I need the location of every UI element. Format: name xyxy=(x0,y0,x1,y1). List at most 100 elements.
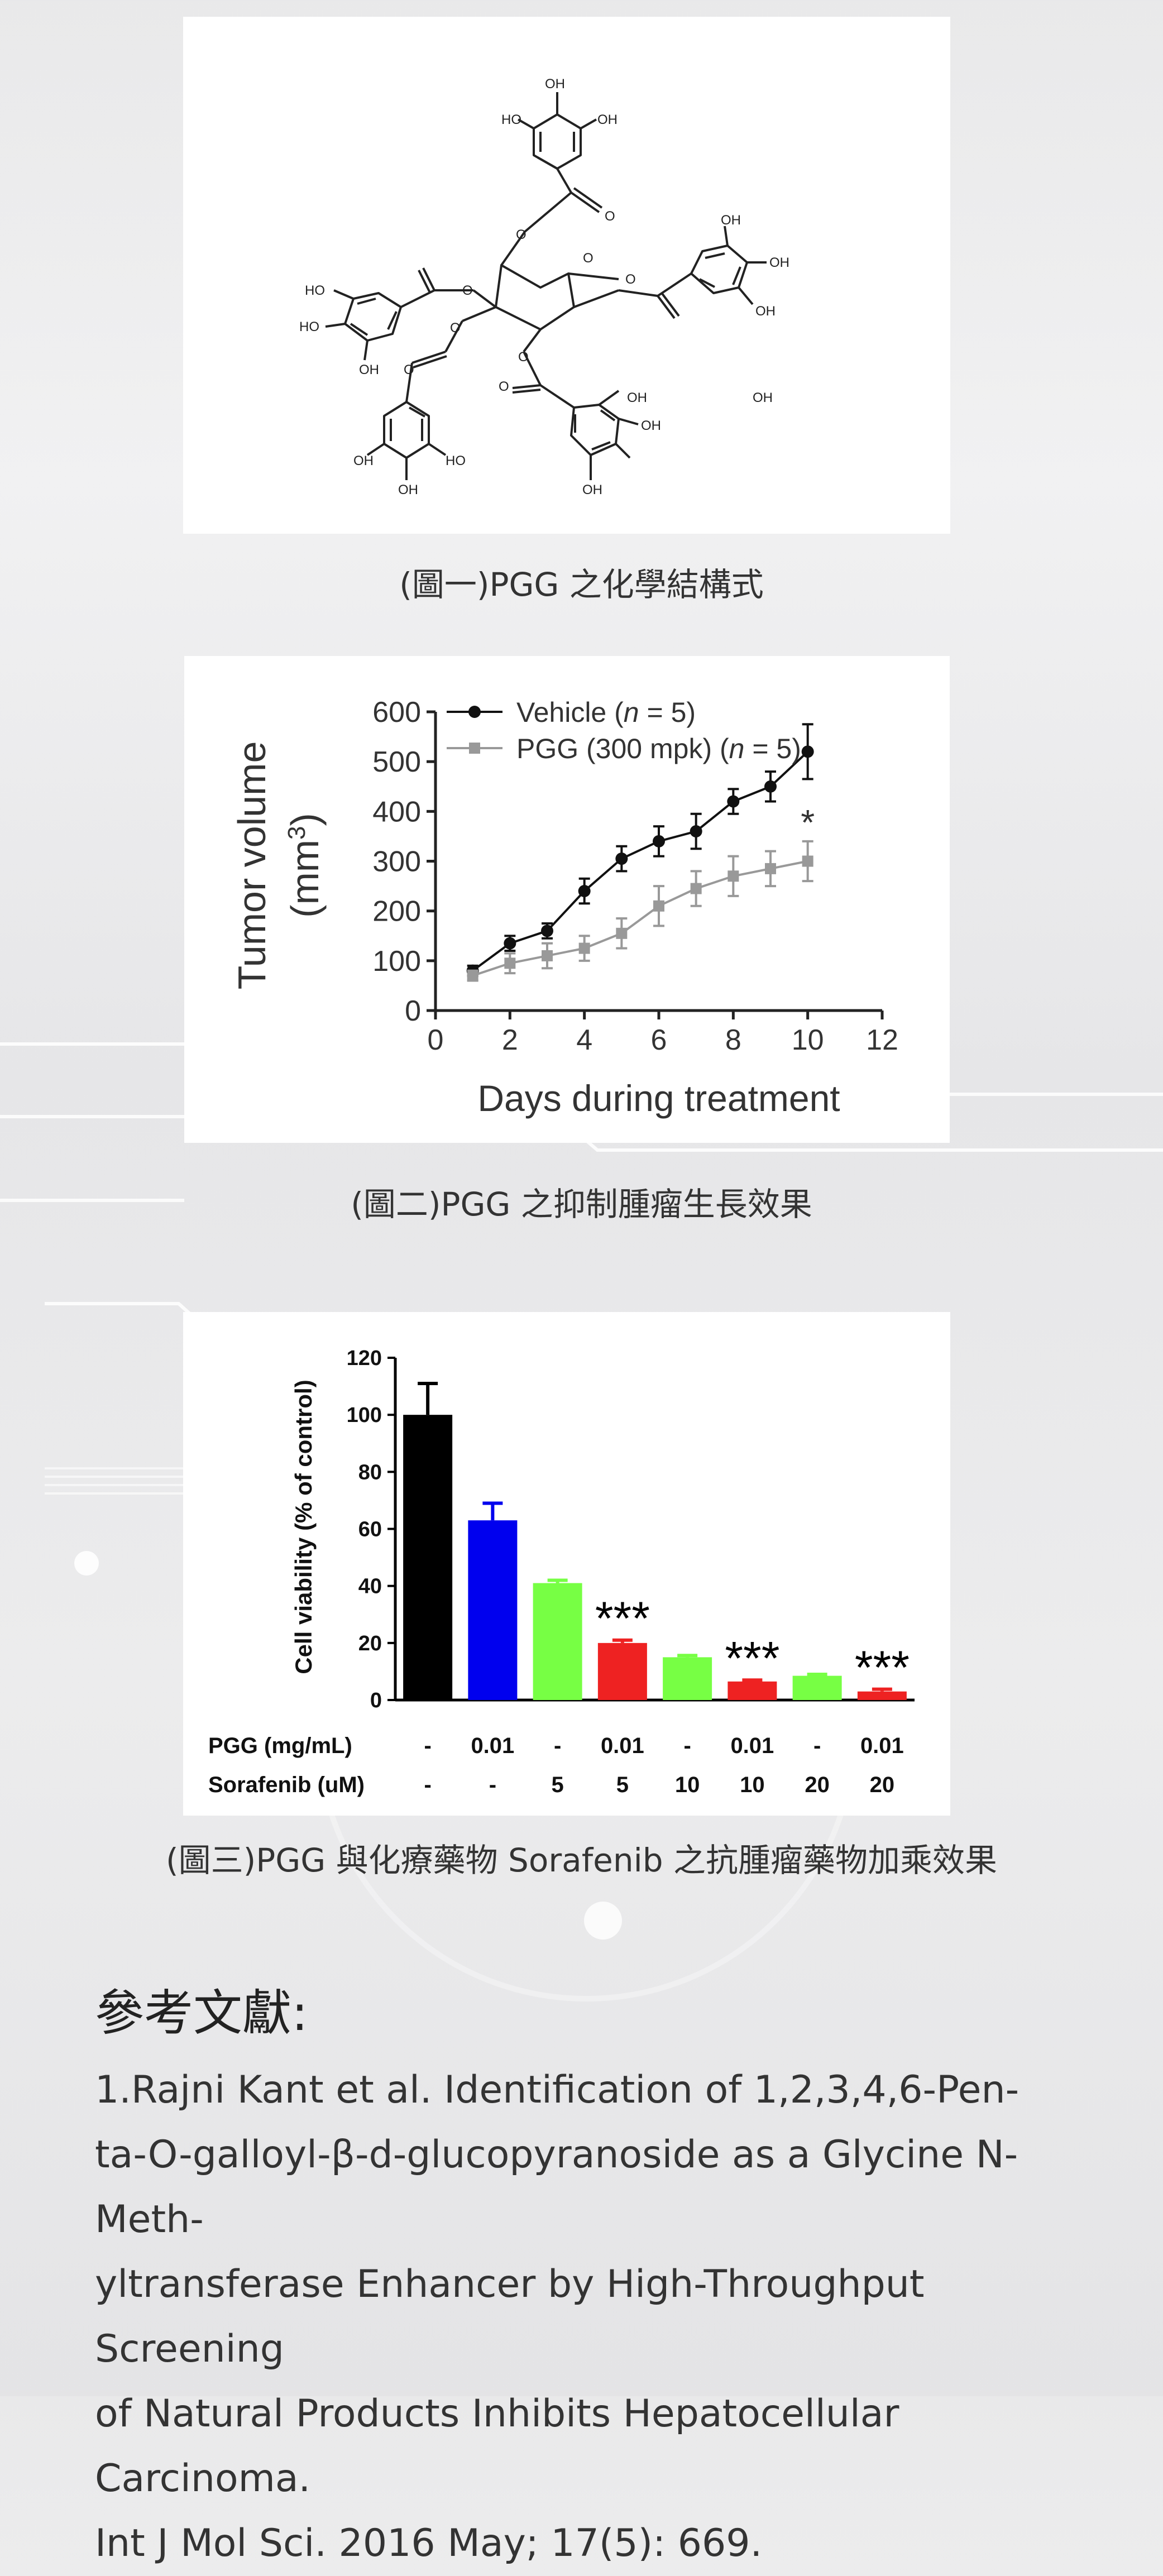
figure2-caption: (圖二)PGG 之抑制腫瘤生長效果 xyxy=(351,1185,812,1223)
y-tick-label: 120 xyxy=(347,1347,382,1370)
reference-line: Int J Mol Sci. 2016 May; 17(5): 669. xyxy=(95,2521,763,2565)
row-value: - xyxy=(683,1734,691,1758)
legend-label: Vehicle (n = 5) xyxy=(516,697,696,728)
x-axis-label: Days during treatment xyxy=(477,1078,840,1119)
atom-label: O xyxy=(499,379,509,394)
figure3-caption: (圖三)PGG 與化療藥物 Sorafenib 之抗腫瘤藥物加乘效果 xyxy=(166,1841,997,1879)
y-axis-label: Cell viability (% of control) xyxy=(290,1380,317,1674)
row-value: - xyxy=(489,1773,496,1797)
figure3-panel: 0 20 40 60 80 100 120 Cell viability (% of cont… xyxy=(183,1312,950,1816)
bar xyxy=(533,1583,582,1700)
data-point xyxy=(578,942,590,954)
row-value: 10 xyxy=(740,1773,765,1797)
x-tick-label: 4 xyxy=(576,1024,592,1056)
reference-line: yltransferase Enhancer by High-Throughpu… xyxy=(95,2262,925,2371)
figure1-caption: (圖一)PGG 之化學結構式 xyxy=(399,566,764,604)
data-point xyxy=(504,937,516,950)
y-tick-label: 100 xyxy=(347,1404,382,1427)
data-point xyxy=(578,885,591,897)
row-value: - xyxy=(424,1734,431,1758)
data-point xyxy=(690,825,702,837)
data-point xyxy=(801,745,814,758)
y-tick-label: 80 xyxy=(358,1461,382,1484)
row-value: 0.01 xyxy=(860,1734,904,1758)
y-tick-label: 60 xyxy=(358,1518,382,1541)
data-point xyxy=(802,855,813,867)
series-line xyxy=(472,860,808,977)
x-tick-label: 0 xyxy=(428,1024,444,1056)
x-tick-label: 6 xyxy=(651,1024,667,1056)
row-value: 0.01 xyxy=(471,1734,514,1758)
data-point xyxy=(727,795,740,808)
data-point xyxy=(653,900,664,912)
atom-label: O xyxy=(583,251,594,266)
data-point xyxy=(765,863,776,874)
reference-line: 1.Rajni Kant et al. Identification of 1,… xyxy=(95,2068,1020,2112)
y-tick-label: 0 xyxy=(370,1689,382,1712)
atom-label: O xyxy=(518,349,529,365)
data-point xyxy=(541,925,553,937)
atom-label: HO xyxy=(501,112,521,127)
row-value: 20 xyxy=(805,1773,830,1797)
data-point xyxy=(467,970,478,981)
row-value: - xyxy=(813,1734,821,1758)
bar xyxy=(597,1643,647,1700)
atom-label: OH xyxy=(641,418,661,433)
atom-label: HO xyxy=(299,319,319,334)
atom-label: O xyxy=(516,227,527,242)
atom-label: OH xyxy=(721,213,741,228)
x-tick-label: 10 xyxy=(792,1024,824,1056)
atom-label: OH xyxy=(359,362,379,377)
atom-label: OH xyxy=(545,76,565,92)
atom-label: OH xyxy=(753,390,773,405)
atom-label: OH xyxy=(627,390,647,405)
atom-label: O xyxy=(404,362,414,377)
atom-label: O xyxy=(450,320,461,336)
atom-label: OH xyxy=(398,482,418,497)
reference-line: ta-O-galloyl-β-d-glucopyranoside as a Gl… xyxy=(95,2133,1018,2242)
y-tick-label: 20 xyxy=(358,1632,382,1655)
atom-label: O xyxy=(625,272,636,287)
legend-label: PGG (300 mpk) (n = 5) xyxy=(516,733,801,764)
data-point xyxy=(615,853,628,865)
y-tick-label: 300 xyxy=(372,846,421,878)
significance-marker: * xyxy=(801,802,815,842)
significance-marker: *** xyxy=(855,1641,910,1694)
atom-label: HO xyxy=(305,283,325,298)
legend-marker xyxy=(469,743,480,754)
reference-line: of Natural Products Inhibits Hepatocellu… xyxy=(95,2392,899,2501)
y-tick-label: 400 xyxy=(372,796,421,828)
atom-label: HO xyxy=(446,453,466,468)
data-point xyxy=(764,780,777,793)
atom-label: O xyxy=(605,209,615,224)
atom-label: OH xyxy=(582,482,602,497)
series-line xyxy=(472,750,809,972)
bar xyxy=(857,1691,907,1700)
bar xyxy=(403,1415,453,1700)
y-tick-label: 0 xyxy=(405,995,421,1027)
y-tick-label: 40 xyxy=(358,1575,382,1598)
bar xyxy=(728,1681,777,1700)
y-tick-label: 200 xyxy=(372,896,421,928)
tumor-volume-line-chart: 0 2 4 6 8 10 12 0 100 200 300 400 500 600 Days during … xyxy=(230,696,898,1119)
row-value: 20 xyxy=(870,1773,895,1797)
row-value: 5 xyxy=(616,1773,629,1797)
row-label: PGG (mg/mL) xyxy=(208,1734,352,1758)
row-value: - xyxy=(554,1734,561,1758)
y-axis-unit: (mm3) xyxy=(283,813,327,918)
references-body: 1.Rajni Kant et al. Identification of 1,… xyxy=(95,2058,1100,2576)
atom-label: OH xyxy=(769,255,789,270)
x-tick-label: 12 xyxy=(866,1024,898,1056)
bar xyxy=(468,1520,518,1700)
row-label: Sorafenib (uM) xyxy=(208,1773,365,1797)
x-tick-label: 8 xyxy=(725,1024,741,1056)
y-axis-label: Tumor volume xyxy=(230,741,274,990)
data-point xyxy=(542,950,553,961)
atom-label: OH xyxy=(755,304,776,319)
x-tick-label: 2 xyxy=(502,1024,518,1056)
legend-marker xyxy=(468,706,481,718)
significance-marker: *** xyxy=(595,1592,650,1645)
y-tick-label: 100 xyxy=(372,945,421,978)
row-value: 0.01 xyxy=(601,1734,644,1758)
